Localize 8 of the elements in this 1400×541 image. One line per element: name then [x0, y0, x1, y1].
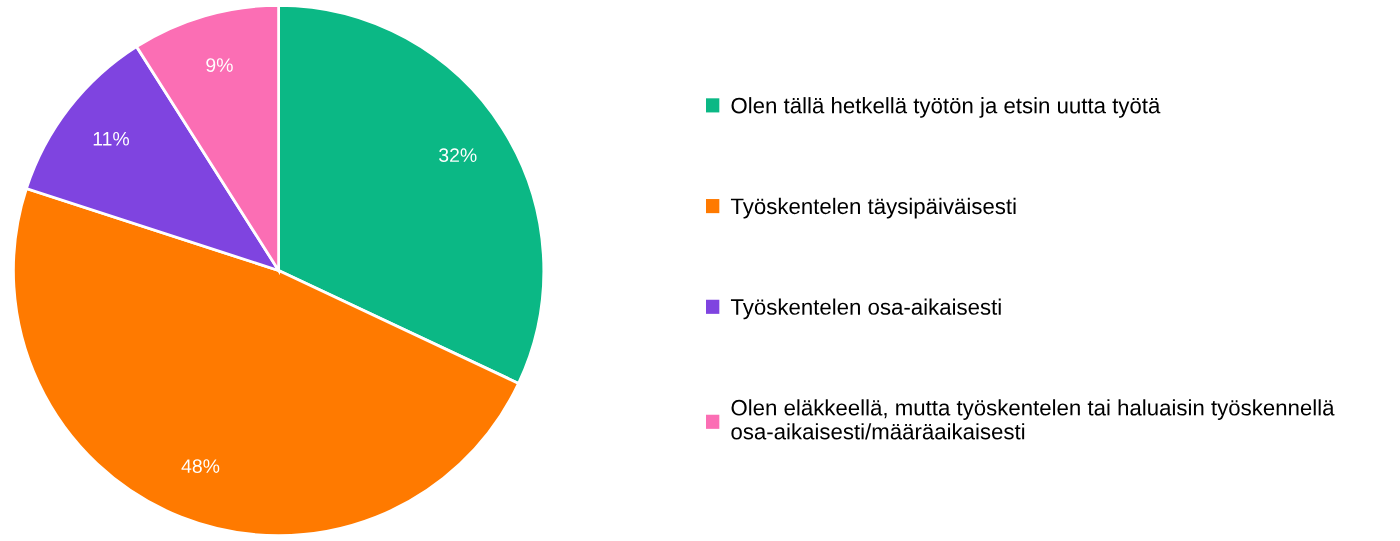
- data-label: 48%: [181, 459, 220, 473]
- legend-label: Olen tällä hetkellä työtön ja etsin uutta työtä: [731, 97, 1161, 118]
- legend-label: Työskentelen osa-aikaisesti: [730, 298, 1001, 320]
- legend-label: Olen eläkkeellä, mutta työskentelen tai haluaisin työskennellä osa-aikaisesti/määräaikaisesti: [731, 399, 1335, 440]
- data-label: 11%: [93, 132, 130, 146]
- legend-label: Työskentelen täysipäiväisesti: [730, 197, 1016, 219]
- data-label: 32%: [439, 148, 477, 163]
- data-label: 9%: [206, 58, 233, 72]
